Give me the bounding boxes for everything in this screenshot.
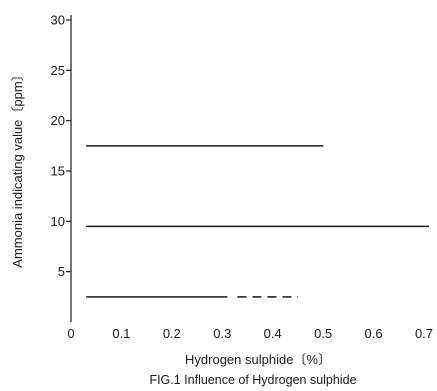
- y-ticks: 5 10 15 20 25 30: [51, 13, 71, 279]
- x-tick-label: 0.7: [415, 326, 433, 341]
- x-tick-label: 0.1: [112, 326, 130, 341]
- y-tick-label: 30: [51, 13, 65, 28]
- y-tick-label: 25: [51, 63, 65, 78]
- x-tick-label: 0.4: [264, 326, 282, 341]
- x-tick-label: 0.6: [365, 326, 383, 341]
- y-tick-label: 10: [51, 214, 65, 229]
- x-tick-label: 0.2: [163, 326, 181, 341]
- x-tick-label: 0.5: [314, 326, 332, 341]
- y-tick-label: 15: [51, 164, 65, 179]
- x-axis-title: Hydrogen sulphide〔%〕: [185, 352, 331, 367]
- figure-caption: FIG.1 Influence of Hydrogen sulphide: [149, 373, 356, 387]
- x-tick-label: 0.3: [213, 326, 231, 341]
- x-ticks: 0 0.1 0.2 0.3 0.4 0.5 0.6 0.7: [67, 326, 433, 341]
- y-tick-label: 20: [51, 113, 65, 128]
- y-axis-title: Ammonia indicating value〔ppm〕: [10, 68, 25, 267]
- x-tick-label: 0: [67, 326, 74, 341]
- series-lines: [86, 145, 430, 298]
- y-tick-label: 5: [58, 264, 65, 279]
